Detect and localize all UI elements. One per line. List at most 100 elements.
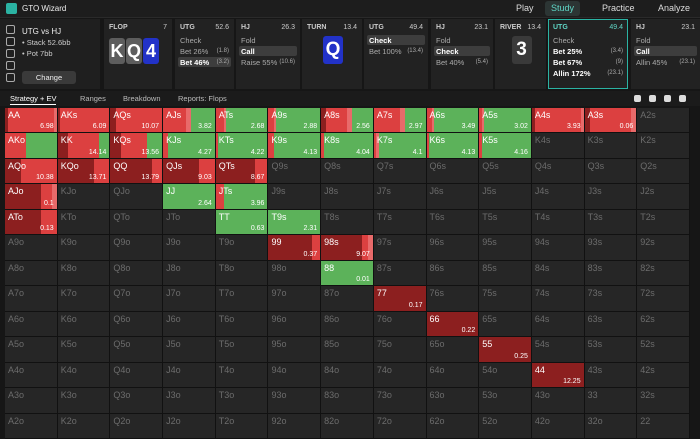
hand-cell[interactable]: J8s — [321, 184, 373, 209]
hand-cell[interactable]: A7o — [5, 286, 57, 311]
hand-cell[interactable]: Q8o — [110, 260, 163, 286]
hand-cell[interactable]: 42s — [637, 362, 689, 388]
hand-cell[interactable]: K6s 4.13 — [426, 133, 479, 158]
hand-cell[interactable]: J4o — [163, 362, 215, 388]
hand-cell[interactable]: J2s — [637, 184, 689, 209]
hand-cell[interactable]: T5o — [215, 337, 268, 362]
hand-cell[interactable]: 88 0.01 — [321, 260, 373, 286]
hand-cell[interactable]: A6o — [5, 311, 57, 337]
nav-link[interactable]: Play — [516, 3, 534, 13]
hand-cell[interactable]: ATs 2.68 — [215, 108, 268, 133]
hand-cell[interactable]: K7o — [57, 286, 110, 311]
hand-cell[interactable]: T9s 2.31 — [268, 209, 321, 235]
hand-cell[interactable]: T7o — [215, 286, 268, 311]
hand-cell[interactable]: T7s — [373, 209, 426, 235]
hand-cell[interactable]: 64o — [426, 362, 479, 388]
hand-cell[interactable]: 82o — [321, 413, 373, 438]
hand-cell[interactable]: 84s — [531, 260, 584, 286]
hand-cell[interactable]: Q6s — [426, 158, 479, 184]
hand-cell[interactable]: Q2s — [637, 158, 689, 184]
hand-cell[interactable]: Q5s — [479, 158, 531, 184]
hand-cell[interactable]: JTs 3.96 — [215, 184, 268, 209]
hand-cell[interactable]: 63o — [426, 388, 479, 413]
action-option[interactable]: Call — [634, 46, 697, 56]
hand-cell[interactable]: T2s — [637, 209, 689, 235]
hand-cell[interactable]: A4o — [5, 362, 57, 388]
hand-cell[interactable]: 97o — [268, 286, 321, 311]
hand-cell[interactable]: KTs 4.22 — [215, 133, 268, 158]
hand-cell[interactable]: T9o — [215, 235, 268, 260]
nav-link[interactable]: Analyze — [658, 3, 691, 13]
tab[interactable]: Reports: Flops — [178, 94, 227, 103]
hand-cell[interactable]: J7s — [373, 184, 426, 209]
view-icon[interactable] — [649, 95, 656, 102]
hand-cell[interactable]: QJs 9.03 — [163, 158, 215, 184]
hand-cell[interactable]: T8o — [215, 260, 268, 286]
hand-cell[interactable]: T8s — [321, 209, 373, 235]
hand-cell[interactable]: K4s — [531, 133, 584, 158]
hand-cell[interactable]: J8o — [163, 260, 215, 286]
hand-cell[interactable]: A2s — [637, 108, 689, 133]
player-box[interactable]: UTG 52.6 Check Bet 26% (1.8) Bet 46% (3.2) — [175, 19, 234, 89]
hand-cell[interactable]: 43s — [584, 362, 637, 388]
side-icon[interactable] — [6, 49, 15, 58]
hand-cell[interactable]: KQs 13.56 — [110, 133, 163, 158]
hand-cell[interactable]: 73o — [373, 388, 426, 413]
hand-cell[interactable]: 65s — [479, 311, 531, 337]
player-box[interactable]: UTG 49.4 Check Bet 25% (3.4) Bet 67% (9) Allin … — [548, 19, 628, 89]
hand-cell[interactable]: 72o — [373, 413, 426, 438]
hand-cell[interactable]: K3o — [57, 388, 110, 413]
hand-cell[interactable]: 75s — [479, 286, 531, 311]
view-icon[interactable] — [664, 95, 671, 102]
hand-cell[interactable]: 85s — [479, 260, 531, 286]
hand-cell[interactable]: K9o — [57, 235, 110, 260]
hand-cell[interactable]: 77 0.17 — [373, 286, 426, 311]
hand-cell[interactable]: 84o — [321, 362, 373, 388]
tab[interactable]: Ranges — [80, 94, 106, 103]
hand-cell[interactable]: 82s — [637, 260, 689, 286]
hand-cell[interactable]: T5s — [479, 209, 531, 235]
player-box[interactable]: UTG 49.4 Check Bet 100% (13.4) — [364, 19, 428, 89]
hand-cell[interactable]: Q6o — [110, 311, 163, 337]
hand-cell[interactable]: K2s — [637, 133, 689, 158]
action-option[interactable]: Bet 40% (5.4) — [434, 57, 490, 67]
action-option[interactable]: Bet 46% (3.2) — [178, 57, 231, 67]
hand-cell[interactable]: T6s — [426, 209, 479, 235]
hand-cell[interactable]: J9s — [268, 184, 321, 209]
action-option[interactable]: Allin 45% (23.1) — [634, 57, 697, 67]
side-icon[interactable] — [6, 25, 15, 34]
action-option[interactable]: Fold — [434, 35, 490, 45]
hand-cell[interactable]: 94o — [268, 362, 321, 388]
hand-cell[interactable]: J5o — [163, 337, 215, 362]
action-option[interactable]: Check — [178, 35, 231, 45]
hand-cell[interactable]: QQ 13.79 — [110, 158, 163, 184]
action-option[interactable]: Raise 55% (10.6) — [239, 57, 297, 67]
hand-cell[interactable]: 85o — [321, 337, 373, 362]
hand-cell[interactable]: 92s — [637, 235, 689, 260]
hand-cell[interactable]: 42o — [531, 413, 584, 438]
hand-cell[interactable]: T2o — [215, 413, 268, 438]
hand-cell[interactable]: 94s — [531, 235, 584, 260]
side-icon[interactable] — [6, 37, 15, 46]
hand-cell[interactable]: K5s 4.16 — [479, 133, 531, 158]
hand-cell[interactable]: J4s — [531, 184, 584, 209]
hand-cell[interactable]: A2o — [5, 413, 57, 438]
hand-cell[interactable]: 99 0.37 — [268, 235, 321, 260]
hand-cell[interactable]: 86s — [426, 260, 479, 286]
hand-cell[interactable]: 96o — [268, 311, 321, 337]
action-option[interactable]: Bet 25% (3.4) — [551, 46, 625, 56]
action-option[interactable]: Bet 67% (9) — [551, 57, 625, 67]
hand-cell[interactable]: 66 0.22 — [426, 311, 479, 337]
action-option[interactable]: Fold — [634, 35, 697, 45]
hand-cell[interactable]: 53o — [479, 388, 531, 413]
hand-cell[interactable]: A3o — [5, 388, 57, 413]
hand-cell[interactable]: K9s 4.13 — [268, 133, 321, 158]
action-option[interactable]: Allin 172% (23.1) — [551, 68, 625, 78]
hand-cell[interactable]: J6s — [426, 184, 479, 209]
hand-cell[interactable]: A5o — [5, 337, 57, 362]
hand-cell[interactable]: K2o — [57, 413, 110, 438]
hand-cell[interactable]: AJo 0.1 — [5, 184, 57, 209]
hand-cell[interactable]: 87s — [373, 260, 426, 286]
hand-cell[interactable]: A3s 0.06 — [584, 108, 637, 133]
hand-cell[interactable]: KQo 13.71 — [57, 158, 110, 184]
